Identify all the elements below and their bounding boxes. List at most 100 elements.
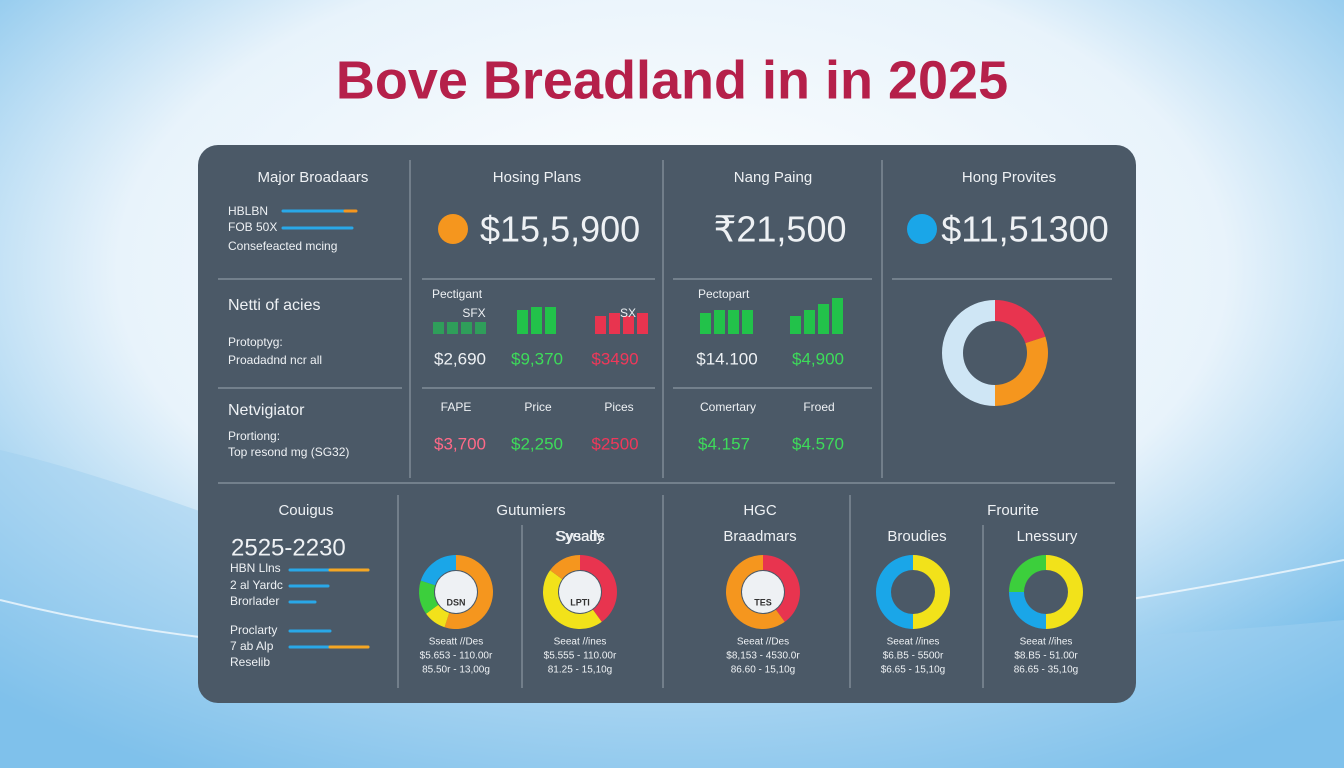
label: HBN Llns (230, 561, 281, 575)
icon (438, 214, 468, 244)
label: LPTI (570, 597, 590, 607)
label: $8,153 - 4530.0r (726, 651, 800, 662)
label: Price (524, 400, 552, 414)
donut-segment (726, 555, 785, 629)
label: $4,900 (792, 349, 844, 368)
label: $14.100 (696, 349, 757, 368)
label: Lnessury (1017, 528, 1078, 545)
donut-hole (435, 571, 477, 613)
bar (517, 310, 528, 334)
label: Braadmars (723, 528, 796, 545)
bar (637, 313, 648, 334)
label: $3490 (591, 349, 638, 368)
donut-segment (995, 300, 1046, 344)
label: Seeat //ines (887, 637, 940, 648)
label: Hong Provites (962, 169, 1056, 186)
bar (595, 316, 606, 334)
bar (804, 310, 815, 334)
donut-segment (426, 604, 450, 628)
donut-segment (1009, 555, 1046, 592)
bar (623, 316, 634, 334)
bar (700, 313, 711, 334)
bar (790, 316, 801, 334)
indicator-lines (281, 209, 370, 649)
label: DSN (446, 597, 465, 607)
label: $4.157 (698, 434, 750, 453)
label: 7 ab Alp (230, 639, 274, 653)
label: Sseatt //Des (429, 637, 483, 648)
donut-segment (1009, 592, 1046, 629)
label: Netti of acies (228, 297, 320, 314)
label: Netvigiator (228, 402, 305, 419)
label: ₹21,500 (713, 209, 846, 250)
label: Pectigant (432, 287, 483, 301)
bar (714, 310, 725, 334)
label: Pices (604, 400, 633, 414)
label: Nang Paing (734, 169, 812, 186)
label: Prortiong: (228, 429, 280, 443)
label: Seeat //ihes (1020, 637, 1073, 648)
donut-segment (420, 555, 456, 586)
label: Top resond mg (SG32) (228, 445, 349, 459)
bar (531, 307, 542, 334)
donut-segment (444, 555, 493, 629)
donut-segment (876, 555, 913, 629)
donut-segment (995, 336, 1049, 406)
label: 86.65 - 35,10g (1014, 665, 1079, 676)
donut-hole (559, 571, 601, 613)
bar (818, 304, 829, 334)
label: FAPE (441, 400, 472, 414)
label: 85.50r - 13,00g (422, 665, 490, 676)
donut-segment (550, 555, 580, 580)
label: Seeat //ines (554, 637, 607, 648)
label: Proclarty (230, 623, 277, 637)
icon (907, 214, 937, 244)
bar (728, 310, 739, 334)
label: $3,700 (434, 434, 486, 453)
label: Consefeacted mcing (228, 239, 337, 253)
donut-segment (763, 555, 801, 622)
label: 81.25 - 15,10g (548, 665, 613, 676)
label: Broudies (887, 528, 946, 545)
label: $2500 (591, 434, 638, 453)
label: Proadadnd ncr all (228, 353, 322, 367)
label: Pectopart (698, 287, 750, 301)
label: $9,370 (511, 349, 563, 368)
bar (433, 322, 444, 334)
donut-segment (1046, 555, 1083, 629)
label: $8.B5 - 51.00r (1014, 651, 1078, 662)
label: $2,690 (434, 349, 486, 368)
label: Major Broadaars (258, 169, 369, 186)
bar (447, 322, 458, 334)
donut-segment (419, 580, 439, 614)
label: Couigus (278, 502, 333, 519)
label: Brorlader (230, 594, 279, 608)
label: $4.570 (792, 434, 844, 453)
label: TES (754, 597, 772, 607)
label: Froed (803, 400, 834, 414)
label: Frourite (987, 502, 1039, 519)
label: $11,51300 (941, 209, 1109, 250)
label: 86.60 - 15,10g (731, 665, 796, 676)
bar (545, 307, 556, 334)
label: Comertary (700, 400, 756, 414)
label: $5.555 - 110.00r (544, 651, 617, 662)
donut-segment (542, 570, 602, 630)
bar (475, 322, 486, 334)
label: $6.B5 - 5500r (883, 651, 944, 662)
donut-segment (942, 300, 995, 406)
label: 2525-2230 (231, 534, 346, 561)
label: $15,5,900 (480, 209, 640, 250)
bar (461, 322, 472, 334)
label: Gutumiers (496, 502, 565, 519)
label: 2 al Yardc (230, 578, 283, 592)
label: Hosing Plans (493, 169, 581, 186)
label: $5.653 - 110.00r (420, 651, 493, 662)
label: HGC (743, 502, 777, 519)
label: Syeads (555, 528, 605, 545)
bar (742, 310, 753, 334)
label: Bove Breadland in in 2025 (336, 50, 1008, 110)
bar (609, 313, 620, 334)
donut-segment (913, 555, 950, 629)
